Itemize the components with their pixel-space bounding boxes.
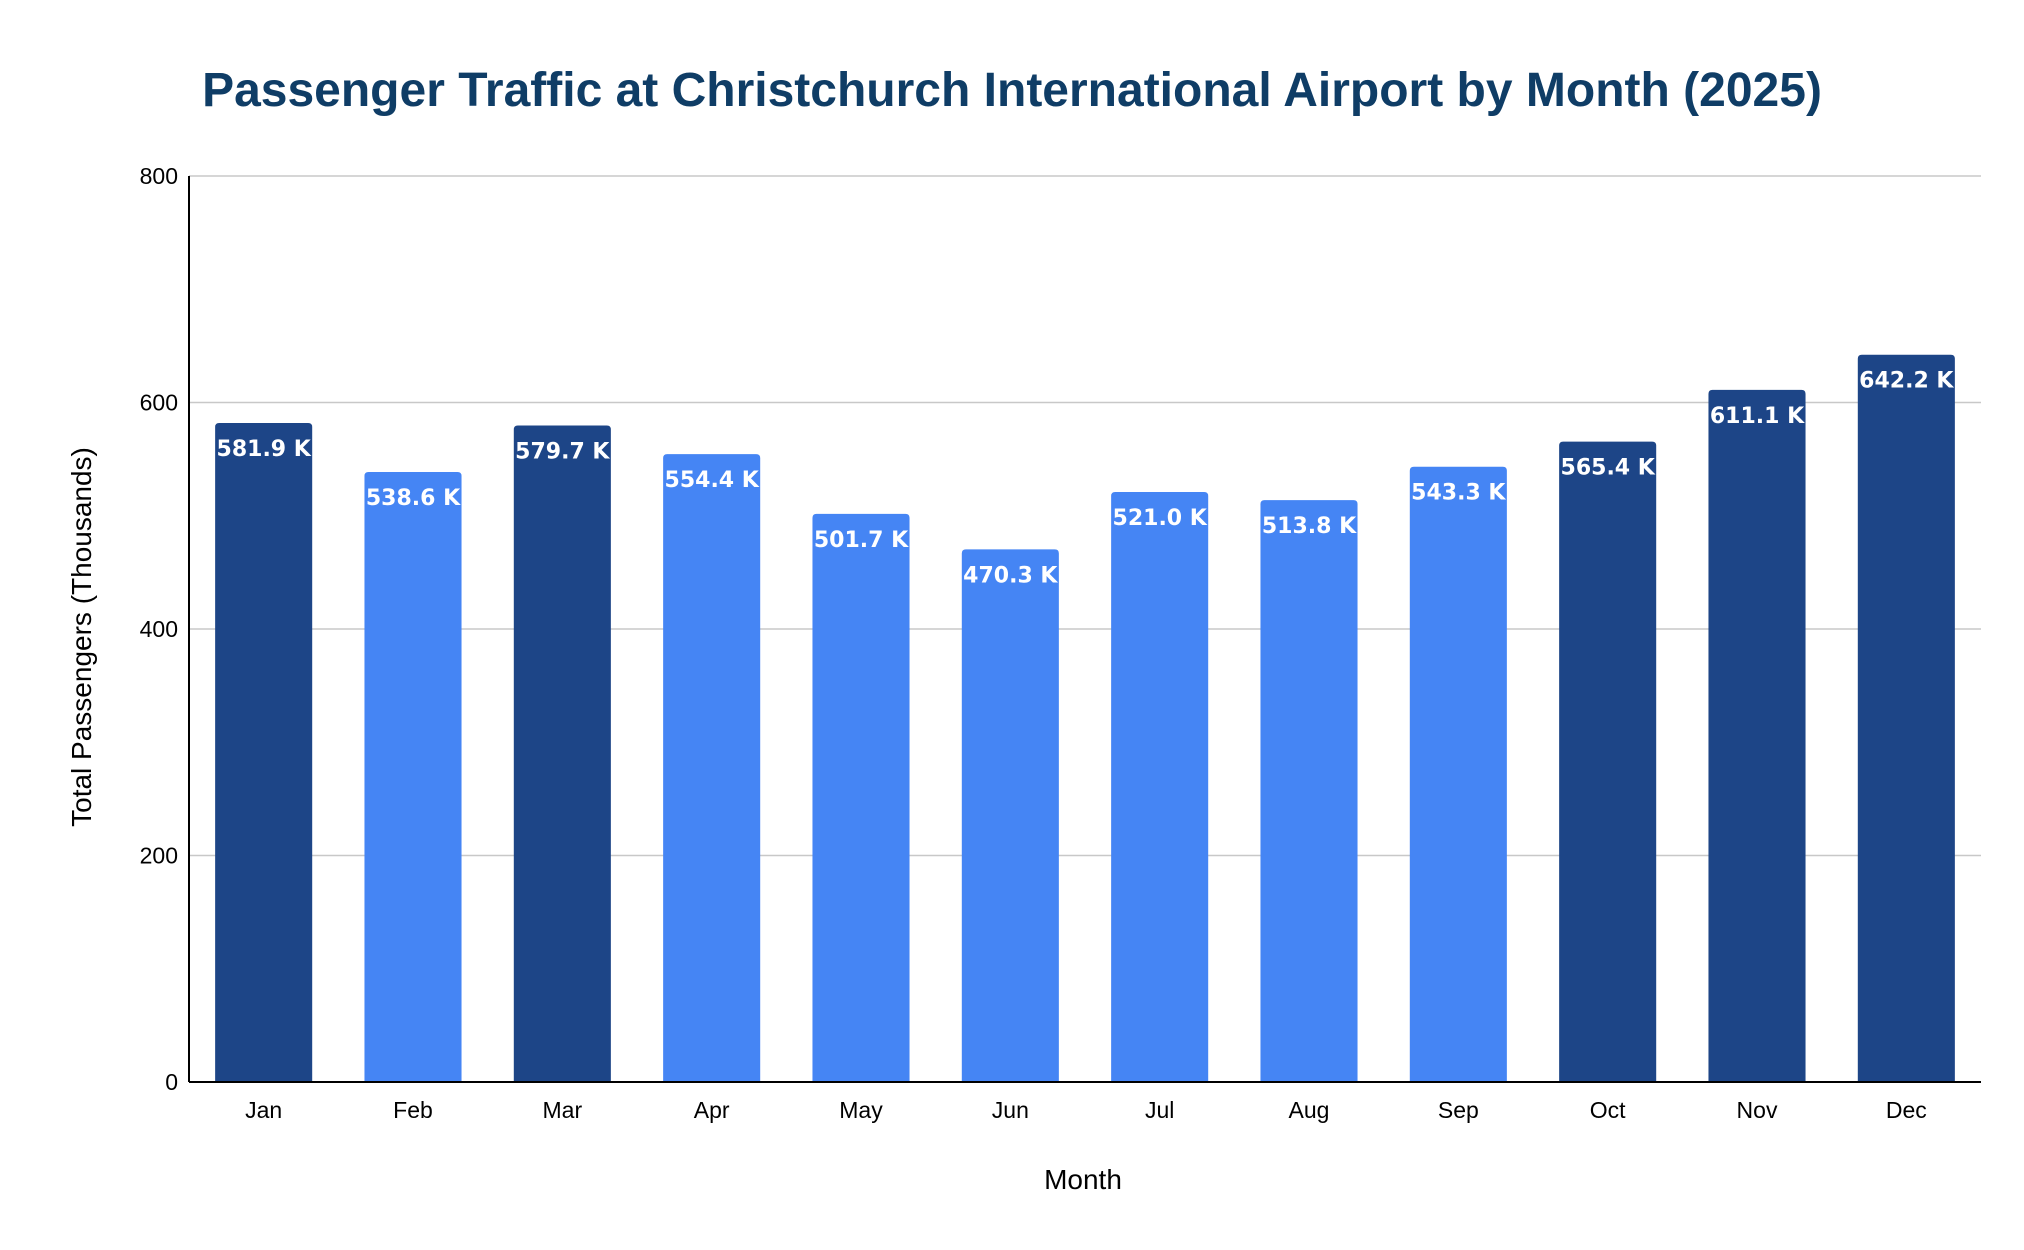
bar-oct [1559,441,1657,1082]
chart-title: Passenger Traffic at Christchurch Intern… [202,64,1822,117]
x-tick-label: May [839,1097,883,1123]
data-label: 581.9 K [217,437,312,462]
bar-nov [1708,389,1806,1082]
y-tick-label: 600 [140,390,178,416]
data-labels: 581.9 K 538.6 K 579.7 K 554.4 K 501.7 K 470.3… [217,369,1955,589]
x-tick-label: Oct [1590,1097,1626,1123]
x-axis-label: Month [1044,1164,1122,1195]
data-label: 501.7 K [814,528,909,553]
bar-may [812,513,910,1082]
x-tick-label: Jun [992,1097,1029,1123]
bar-feb [364,472,462,1082]
bar-sep [1409,466,1507,1082]
bar-apr [663,454,761,1083]
bar-aug [1260,500,1358,1083]
y-tick-labels: 0 200 400 600 800 [140,163,178,1095]
data-label: 579.7 K [515,439,610,464]
data-label: 538.6 K [366,486,461,511]
x-tick-label: Mar [543,1097,583,1123]
x-tick-labels: Jan Feb Mar Apr May Jun Jul Aug Sep Oct Nov Dec [245,1097,1927,1123]
y-tick-label: 800 [140,163,178,189]
data-label: 565.4 K [1561,456,1656,481]
x-tick-label: Aug [1289,1097,1330,1123]
x-tick-label: Nov [1737,1097,1778,1123]
bars [215,354,1955,1083]
y-tick-label: 400 [140,616,178,642]
bar-dec [1857,354,1955,1082]
x-tick-label: Jan [245,1097,282,1123]
axes [188,176,1981,1083]
data-label: 611.1 K [1710,404,1805,429]
data-label: 521.0 K [1113,506,1208,531]
data-label: 554.4 K [665,468,760,493]
y-axis-label: Total Passengers (Thousands) [66,447,97,827]
data-label: 642.2 K [1859,369,1954,394]
data-label: 543.3 K [1411,481,1506,506]
data-label: 513.8 K [1262,514,1357,539]
x-tick-label: Apr [694,1097,730,1123]
bar-jul [1111,491,1209,1082]
data-label: 470.3 K [963,563,1058,588]
bar-jun [961,549,1059,1082]
y-tick-label: 0 [165,1069,178,1095]
x-tick-label: Sep [1438,1097,1479,1123]
x-tick-label: Dec [1886,1097,1927,1123]
y-tick-label: 200 [140,843,178,869]
x-tick-label: Feb [393,1097,433,1123]
grid-lines [189,175,1981,857]
bar-jan [215,422,313,1082]
x-tick-label: Jul [1145,1097,1174,1123]
bar-mar [513,425,611,1082]
